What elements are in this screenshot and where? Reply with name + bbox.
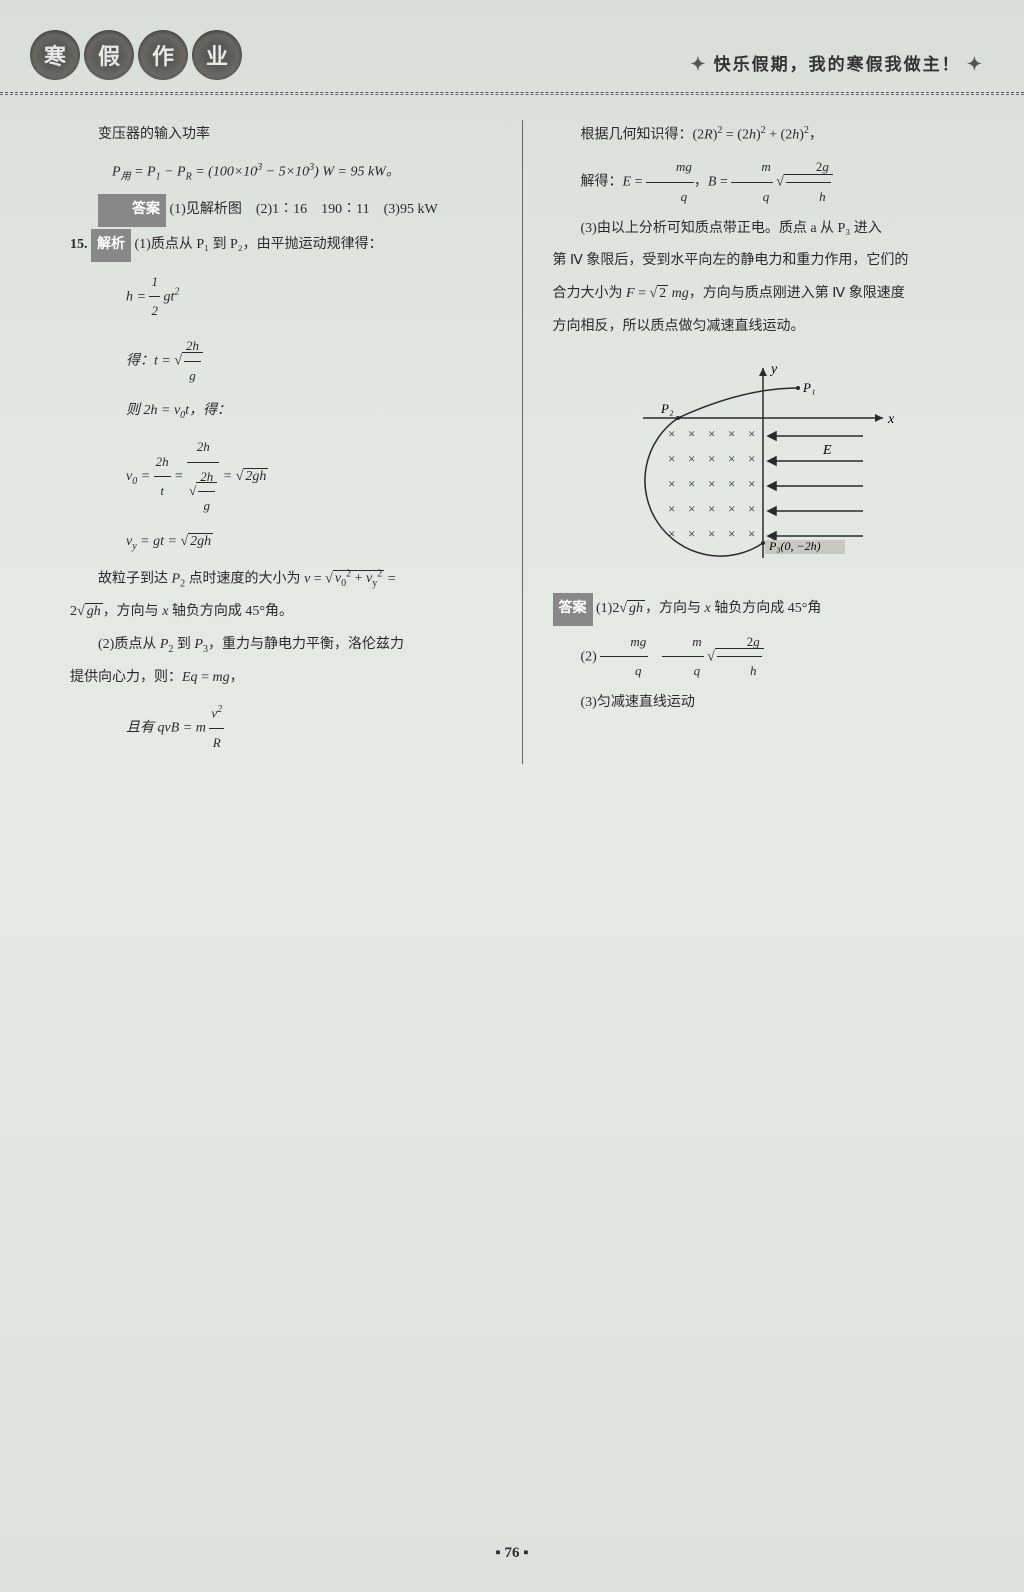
svg-text:×: × [728, 451, 735, 466]
r-text2: 解得：E = mgq，B = mq √2gh [553, 153, 975, 211]
p2-label: P₂ [660, 401, 674, 416]
e-label: E [822, 443, 832, 458]
svg-text:×: × [668, 451, 675, 466]
main-content: 变压器的输入功率 P用 = P1 − PR = (100×103 − 5×103… [70, 120, 974, 764]
q15-num: 15. [70, 237, 88, 252]
answer-label: 答案 [98, 194, 166, 227]
l-f2: 得：t = √2hg [70, 332, 492, 390]
r-ans2: (2) mgq mq √2gh [553, 628, 975, 686]
svg-text:×: × [688, 476, 695, 491]
svg-text:×: × [668, 476, 675, 491]
slogan-text: 快乐假期，我的寒假我做主！ [714, 55, 961, 74]
y-label: y [769, 362, 778, 377]
q15-label: 解析 [91, 229, 131, 262]
x-arrow [875, 414, 883, 422]
badge-3: 作 [138, 30, 188, 80]
header-slogan: ✦ 快乐假期，我的寒假我做主！ ✦ [690, 50, 984, 75]
p1-label: P₁ [802, 380, 815, 395]
svg-text:×: × [688, 426, 695, 441]
svg-text:×: × [728, 501, 735, 516]
x-label: x [887, 412, 895, 427]
svg-text:×: × [748, 451, 755, 466]
l-f1: h = 12 gt2 [70, 268, 492, 326]
q15-header: 15. 解析 (1)质点从 P₁ 到 P₂，由平抛运动规律得： [70, 229, 492, 262]
l-line1: 变压器的输入功率 [70, 120, 492, 151]
svg-text:×: × [688, 451, 695, 466]
l-f4: v0 = 2ht = 2h√2hg = √2gh [70, 433, 492, 521]
svg-text:×: × [668, 501, 675, 516]
l-answer-row: 答案 (1)见解析图 (2)1∶16 190∶11 (3)95 kW [70, 194, 492, 227]
p3-dot [761, 541, 765, 545]
svg-text:×: × [708, 451, 715, 466]
l-text2b: 2√gh，方向与 x 轴负方向成 45°角。 [70, 597, 492, 628]
badge-1: 寒 [30, 30, 80, 80]
l-text3b: 提供向心力，则：Eq = mg， [70, 663, 492, 694]
badge-4: 业 [192, 30, 242, 80]
l-text2: 故粒子到达 P2 点时速度的大小为 v = √v02 + vy2 = [70, 564, 492, 595]
r-text3d: 方向相反，所以质点做匀减速直线运动。 [553, 312, 975, 343]
y-arrow [759, 368, 767, 376]
e-field-arrows [768, 432, 863, 540]
svg-text:×: × [688, 526, 695, 541]
svg-text:×: × [668, 426, 675, 441]
badge-2: 假 [84, 30, 134, 80]
r-answer-row: 答案 (1)2√gh，方向与 x 轴负方向成 45°角 [553, 593, 975, 626]
svg-text:×: × [728, 426, 735, 441]
star-icon-left: ✦ [690, 54, 707, 75]
l-text3: (2)质点从 P2 到 P3，重力与静电力平衡，洛伦兹力 [70, 630, 492, 661]
r-text3: (3)由以上分析可知质点带正电。质点 a 从 P₃ 进入 [553, 214, 975, 245]
diagram-svg: x y P₁ P₂ P₃(0, −2h) × × × × × × × × × × × × × [623, 358, 903, 578]
l-formula-power: P用 = P1 − PR = (100×103 − 5×103) W = 95 … [70, 157, 492, 188]
l-text4: 且有 qvB = m v2R [70, 699, 492, 758]
left-column: 变压器的输入功率 P用 = P1 − PR = (100×103 − 5×103… [70, 120, 523, 764]
l-f3: 则 2h = v0t，得： [70, 396, 492, 427]
physics-diagram: x y P₁ P₂ P₃(0, −2h) × × × × × × × × × × × × × [623, 358, 903, 578]
svg-text:×: × [668, 526, 675, 541]
q15-text1: (1)质点从 P₁ 到 P₂，由平抛运动规律得： [135, 237, 383, 252]
svg-text:×: × [688, 501, 695, 516]
header-divider [0, 92, 1024, 95]
star-icon-right: ✦ [967, 54, 984, 75]
svg-text:×: × [708, 476, 715, 491]
l-f5: vy = gt = √2gh [70, 527, 492, 558]
page-header: 寒 假 作 业 ✦ 快乐假期，我的寒假我做主！ ✦ [0, 20, 1024, 90]
svg-text:×: × [748, 501, 755, 516]
right-column: 根据几何知识得：(2R)2 = (2h)2 + (2h)2， 解得：E = mg… [523, 120, 975, 764]
p1-dot [796, 386, 800, 390]
r-text3b: 第 Ⅳ 象限后，受到水平向左的静电力和重力作用，它们的 [553, 246, 975, 277]
svg-text:×: × [748, 426, 755, 441]
page-number: ▪ 76 ▪ [0, 1545, 1024, 1562]
header-badges: 寒 假 作 业 [30, 30, 242, 80]
p3-label2: P₃(0, −2h) [768, 539, 821, 553]
svg-text:×: × [748, 526, 755, 541]
l-answer-text: (1)见解析图 (2)1∶16 190∶11 (3)95 kW [170, 202, 438, 217]
r-ans3: (3)匀减速直线运动 [553, 688, 975, 719]
r-text3c: 合力大小为 F = √2 mg，方向与质点刚进入第 Ⅳ 象限速度 [553, 279, 975, 310]
svg-text:×: × [728, 526, 735, 541]
arc-curve [644, 418, 762, 556]
svg-text:×: × [708, 501, 715, 516]
svg-text:×: × [728, 476, 735, 491]
page-num-value: 76 [505, 1545, 520, 1561]
svg-text:×: × [748, 476, 755, 491]
r-answer-label: 答案 [553, 593, 593, 626]
svg-text:×: × [708, 426, 715, 441]
b-field-crosses: × × × × × × × × × × × × × × × × × × × × × × × × × [668, 426, 755, 541]
r-text1: 根据几何知识得：(2R)2 = (2h)2 + (2h)2， [553, 120, 975, 151]
svg-text:×: × [708, 526, 715, 541]
parabola-curve [678, 388, 798, 418]
